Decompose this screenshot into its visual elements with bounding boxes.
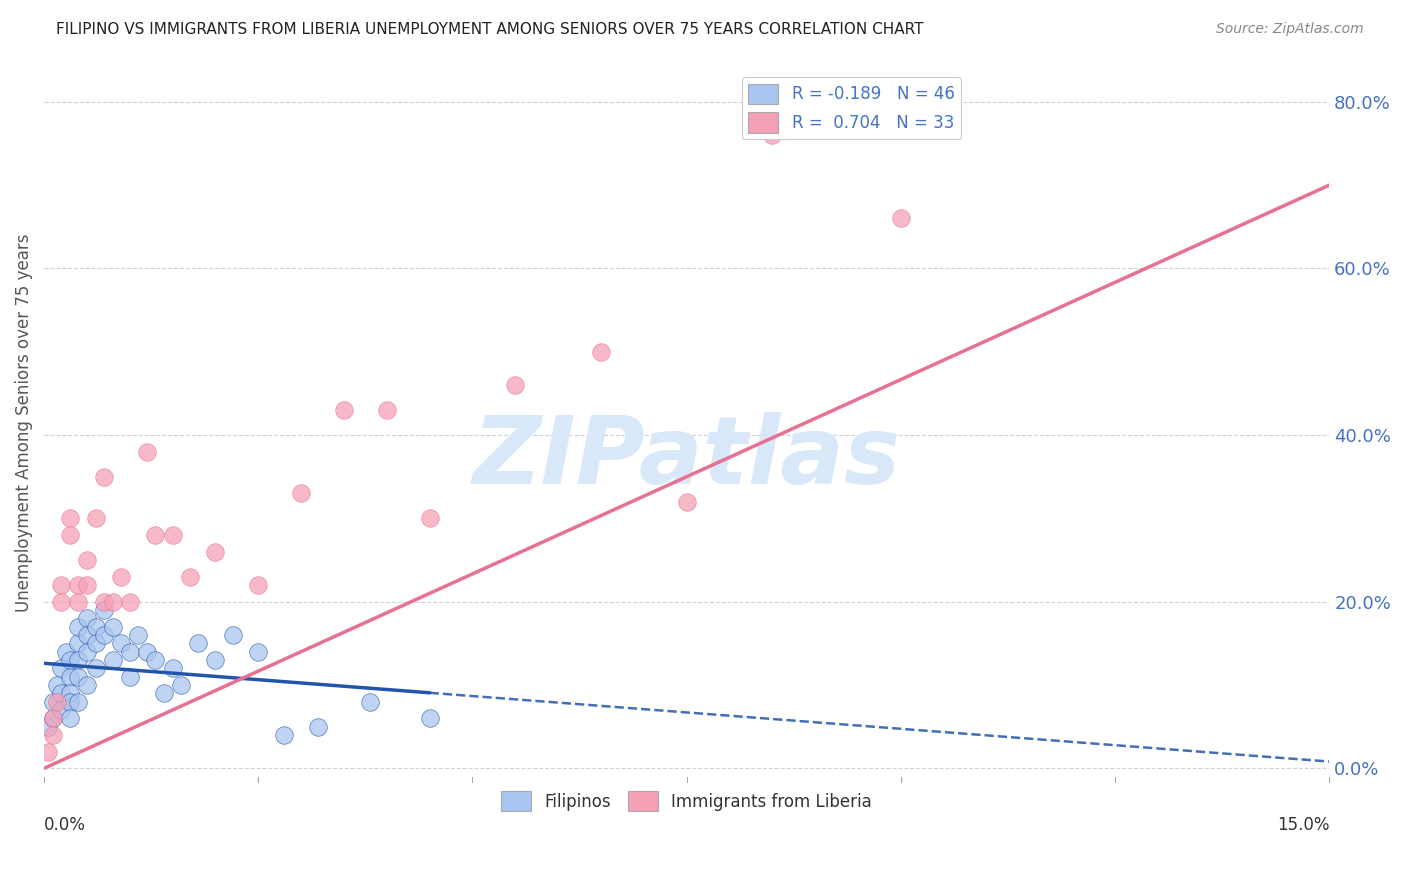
- Point: [145, 528, 167, 542]
- Point: [127, 628, 149, 642]
- Point: [67, 578, 90, 592]
- Point: [153, 686, 176, 700]
- Point: [101, 653, 124, 667]
- Point: [67, 595, 90, 609]
- Point: [84, 620, 107, 634]
- Point: [37, 745, 59, 759]
- Point: [46, 695, 69, 709]
- Point: [247, 645, 270, 659]
- Point: [419, 711, 441, 725]
- Point: [55, 645, 77, 659]
- Point: [110, 636, 132, 650]
- Point: [93, 603, 115, 617]
- Point: [93, 469, 115, 483]
- Point: [59, 528, 82, 542]
- Point: [41, 711, 63, 725]
- Point: [51, 703, 73, 717]
- Point: [67, 620, 90, 634]
- Point: [41, 711, 63, 725]
- Point: [118, 595, 141, 609]
- Point: [247, 578, 270, 592]
- Point: [84, 636, 107, 650]
- Point: [170, 678, 193, 692]
- Point: [118, 645, 141, 659]
- Point: [76, 578, 98, 592]
- Legend: Filipinos, Immigrants from Liberia: Filipinos, Immigrants from Liberia: [495, 784, 879, 818]
- Point: [162, 661, 184, 675]
- Point: [273, 728, 295, 742]
- Point: [46, 678, 69, 692]
- Point: [84, 661, 107, 675]
- Point: [204, 653, 226, 667]
- Point: [419, 511, 441, 525]
- Point: [67, 670, 90, 684]
- Point: [37, 720, 59, 734]
- Point: [505, 378, 527, 392]
- Y-axis label: Unemployment Among Seniors over 75 years: Unemployment Among Seniors over 75 years: [15, 234, 32, 612]
- Point: [375, 403, 398, 417]
- Point: [59, 670, 82, 684]
- Point: [675, 494, 697, 508]
- Point: [67, 653, 90, 667]
- Point: [51, 661, 73, 675]
- Point: [67, 636, 90, 650]
- Point: [51, 686, 73, 700]
- Point: [76, 678, 98, 692]
- Point: [118, 670, 141, 684]
- Point: [135, 645, 157, 659]
- Point: [307, 720, 329, 734]
- Point: [101, 620, 124, 634]
- Point: [162, 528, 184, 542]
- Point: [145, 653, 167, 667]
- Point: [67, 695, 90, 709]
- Point: [589, 344, 612, 359]
- Point: [76, 645, 98, 659]
- Point: [93, 595, 115, 609]
- Point: [51, 578, 73, 592]
- Point: [761, 128, 783, 143]
- Text: ZIPatlas: ZIPatlas: [472, 412, 901, 504]
- Point: [135, 444, 157, 458]
- Point: [84, 511, 107, 525]
- Text: 0.0%: 0.0%: [44, 815, 86, 833]
- Point: [221, 628, 243, 642]
- Point: [51, 595, 73, 609]
- Text: Source: ZipAtlas.com: Source: ZipAtlas.com: [1216, 22, 1364, 37]
- Point: [333, 403, 356, 417]
- Point: [359, 695, 381, 709]
- Text: 15.0%: 15.0%: [1277, 815, 1329, 833]
- Point: [59, 695, 82, 709]
- Point: [290, 486, 312, 500]
- Point: [41, 695, 63, 709]
- Point: [890, 211, 912, 226]
- Point: [101, 595, 124, 609]
- Point: [76, 553, 98, 567]
- Point: [59, 511, 82, 525]
- Point: [59, 711, 82, 725]
- Text: FILIPINO VS IMMIGRANTS FROM LIBERIA UNEMPLOYMENT AMONG SENIORS OVER 75 YEARS COR: FILIPINO VS IMMIGRANTS FROM LIBERIA UNEM…: [56, 22, 924, 37]
- Point: [93, 628, 115, 642]
- Point: [76, 628, 98, 642]
- Point: [204, 544, 226, 558]
- Point: [76, 611, 98, 625]
- Point: [59, 653, 82, 667]
- Point: [179, 570, 201, 584]
- Point: [187, 636, 209, 650]
- Point: [110, 570, 132, 584]
- Point: [41, 728, 63, 742]
- Point: [59, 686, 82, 700]
